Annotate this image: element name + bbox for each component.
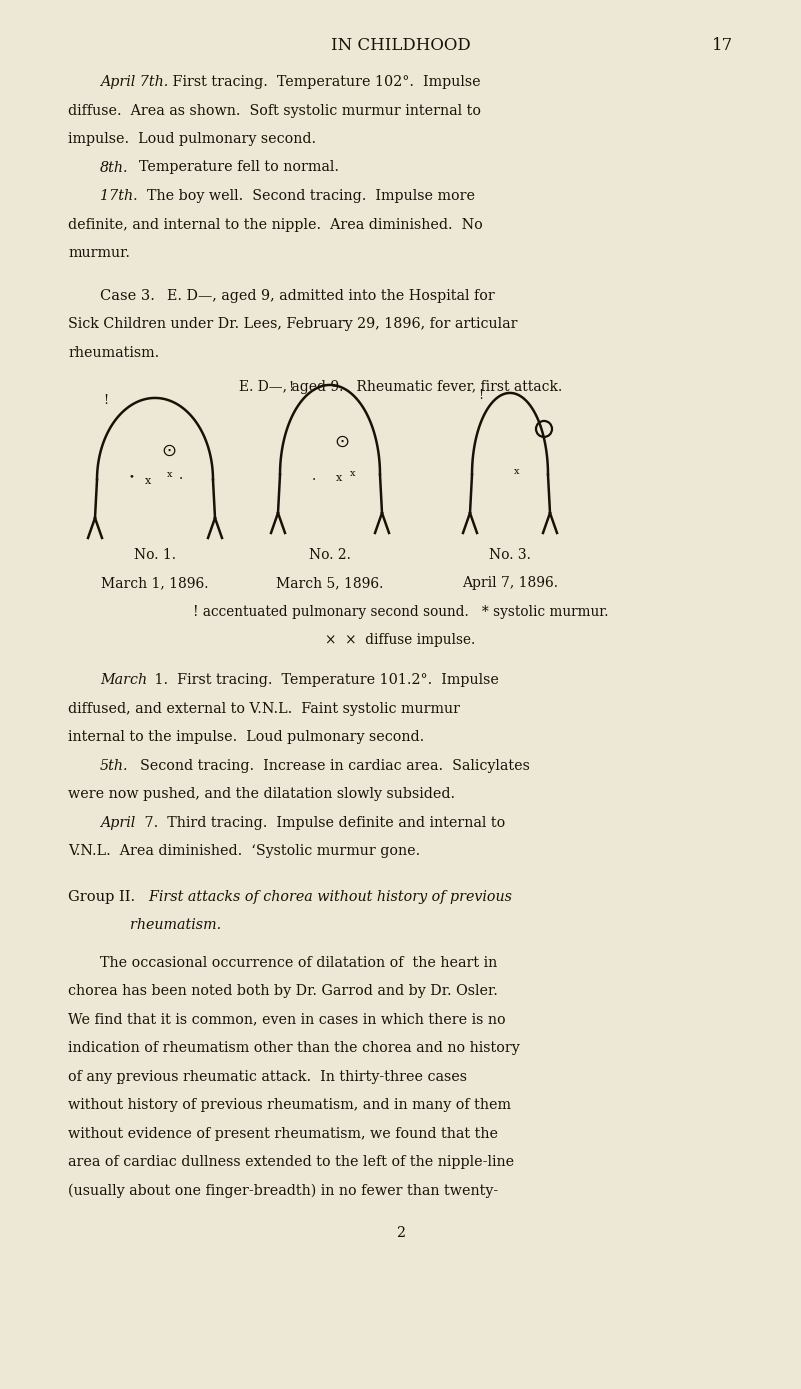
Text: .: . xyxy=(179,468,183,482)
Text: area of cardiac dullness extended to the left of the nipple-line: area of cardiac dullness extended to the… xyxy=(68,1156,514,1170)
Text: (usually about one finger-breadth) in no fewer than twenty-: (usually about one finger-breadth) in no… xyxy=(68,1183,498,1197)
Text: The occasional occurrence of dilatation of  the heart in: The occasional occurrence of dilatation … xyxy=(100,956,497,970)
Text: !: ! xyxy=(103,394,108,407)
Text: !: ! xyxy=(288,381,293,394)
Text: ! accentuated pulmonary second sound.   * systolic murmur.: ! accentuated pulmonary second sound. * … xyxy=(193,606,608,619)
Text: First attacks of chorea without history of previous: First attacks of chorea without history … xyxy=(140,890,512,904)
Text: •: • xyxy=(129,472,135,481)
Text: .: . xyxy=(312,469,316,483)
Text: No. 2.: No. 2. xyxy=(309,547,351,563)
Text: No. 1.: No. 1. xyxy=(134,547,176,563)
Text: !: ! xyxy=(478,389,483,401)
Text: V.N.L.  Area diminished.  ʻSystolic murmur gone.: V.N.L. Area diminished. ʻSystolic murmur… xyxy=(68,845,421,858)
Text: March 1, 1896.: March 1, 1896. xyxy=(101,576,209,590)
Text: without evidence of present rheumatism, we found that the: without evidence of present rheumatism, … xyxy=(68,1126,498,1140)
Text: Temperature fell to normal.: Temperature fell to normal. xyxy=(130,161,339,175)
Text: ⊙: ⊙ xyxy=(334,433,349,451)
Text: 1.  First tracing.  Temperature 101.2°.  Impulse: 1. First tracing. Temperature 101.2°. Im… xyxy=(150,674,499,688)
Text: diffused, and external to V.N.L.  Faint systolic murmur: diffused, and external to V.N.L. Faint s… xyxy=(68,701,460,715)
Text: murmur.: murmur. xyxy=(68,246,130,260)
Text: x: x xyxy=(514,467,520,476)
Text: impulse.  Loud pulmonary second.: impulse. Loud pulmonary second. xyxy=(68,132,316,146)
Text: of any p̧revious rheumatic attack.  In thirty-three cases: of any p̧revious rheumatic attack. In th… xyxy=(68,1070,467,1083)
Text: March 5, 1896.: March 5, 1896. xyxy=(276,576,384,590)
Text: indication of rheumatism other than the chorea and no history: indication of rheumatism other than the … xyxy=(68,1040,520,1056)
Text: 8th.: 8th. xyxy=(100,161,128,175)
Text: The boy well.  Second tracing.  Impulse more: The boy well. Second tracing. Impulse mo… xyxy=(138,189,475,203)
Text: 17th.: 17th. xyxy=(100,189,138,203)
Text: Sick Children under Dr. Lees, February 29, 1896, for articular: Sick Children under Dr. Lees, February 2… xyxy=(68,317,517,331)
Text: 2: 2 xyxy=(396,1226,405,1240)
Text: definite, and internal to the nipple.  Area diminished.  No: definite, and internal to the nipple. Ar… xyxy=(68,218,483,232)
Text: 17: 17 xyxy=(712,38,733,54)
Text: x: x xyxy=(145,476,151,486)
Text: First tracing.  Temperature 102°.  Impulse: First tracing. Temperature 102°. Impulse xyxy=(168,75,481,89)
Text: No. 3.: No. 3. xyxy=(489,547,531,563)
Text: Group II.: Group II. xyxy=(68,890,135,904)
Text: E. D—, aged 9.   Rheumatic fever, first attack.: E. D—, aged 9. Rheumatic fever, first at… xyxy=(239,381,562,394)
Text: April 7, 1896.: April 7, 1896. xyxy=(462,576,558,590)
Text: We find that it is common, even in cases in which there is no: We find that it is common, even in cases… xyxy=(68,1013,505,1026)
Text: x: x xyxy=(336,472,342,483)
Text: were now pushed, and the dilatation slowly subsided.: were now pushed, and the dilatation slow… xyxy=(68,788,455,801)
Text: March: March xyxy=(100,674,147,688)
Text: April: April xyxy=(100,815,135,829)
Text: rheumatism.: rheumatism. xyxy=(68,346,159,360)
Text: IN CHILDHOOD: IN CHILDHOOD xyxy=(331,38,470,54)
Text: ×  ×  diffuse impulse.: × × diffuse impulse. xyxy=(325,633,476,647)
Text: Case 3.: Case 3. xyxy=(100,289,155,303)
Text: diffuse.  Area as shown.  Soft systolic murmur internal to: diffuse. Area as shown. Soft systolic mu… xyxy=(68,104,481,118)
Text: 7.  Third tracing.  Impulse definite and internal to: 7. Third tracing. Impulse definite and i… xyxy=(140,815,505,829)
Text: x: x xyxy=(350,469,356,478)
Text: Second tracing.  Increase in cardiac area.  Salicylates: Second tracing. Increase in cardiac area… xyxy=(131,758,530,772)
Text: without history of previous rheumatism, and in many of them: without history of previous rheumatism, … xyxy=(68,1097,511,1113)
Text: chorea has been noted both by Dr. Garrod and by Dr. Osler.: chorea has been noted both by Dr. Garrod… xyxy=(68,983,498,999)
Text: internal to the impulse.  Loud pulmonary second.: internal to the impulse. Loud pulmonary … xyxy=(68,731,425,745)
Text: rheumatism.: rheumatism. xyxy=(130,918,221,932)
Text: E. D—, aged 9, admitted into the Hospital for: E. D—, aged 9, admitted into the Hospita… xyxy=(158,289,495,303)
Text: April 7th.: April 7th. xyxy=(100,75,168,89)
Text: ⊙: ⊙ xyxy=(161,442,176,460)
Text: x: x xyxy=(167,469,172,479)
Text: 5th.: 5th. xyxy=(100,758,128,772)
